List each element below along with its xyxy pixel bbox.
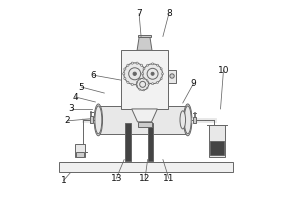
- Ellipse shape: [180, 111, 186, 129]
- Text: 3: 3: [69, 104, 74, 113]
- Circle shape: [123, 73, 125, 75]
- Circle shape: [161, 73, 164, 75]
- Ellipse shape: [184, 106, 191, 134]
- Circle shape: [136, 86, 138, 87]
- Circle shape: [145, 73, 147, 75]
- Bar: [137, 122, 152, 127]
- Circle shape: [143, 68, 146, 70]
- Circle shape: [157, 81, 158, 83]
- Circle shape: [136, 62, 138, 64]
- Text: 6: 6: [91, 71, 96, 80]
- Circle shape: [137, 78, 148, 90]
- Circle shape: [143, 77, 146, 80]
- Circle shape: [146, 80, 148, 81]
- Circle shape: [139, 78, 140, 80]
- Text: 2: 2: [65, 116, 70, 125]
- Circle shape: [136, 82, 138, 83]
- Text: 13: 13: [110, 174, 122, 183]
- Circle shape: [143, 78, 144, 79]
- Circle shape: [160, 68, 162, 70]
- Bar: [125, 123, 131, 161]
- Circle shape: [152, 63, 154, 65]
- Circle shape: [127, 81, 129, 83]
- Circle shape: [139, 89, 140, 90]
- Text: 4: 4: [73, 93, 78, 102]
- Polygon shape: [137, 37, 152, 50]
- Text: 10: 10: [218, 66, 229, 75]
- Bar: [74, 144, 86, 157]
- Text: 11: 11: [163, 174, 175, 183]
- Circle shape: [147, 64, 148, 66]
- Bar: [76, 152, 84, 157]
- Bar: [98, 106, 188, 134]
- Circle shape: [142, 73, 144, 75]
- Circle shape: [136, 83, 138, 86]
- Ellipse shape: [184, 104, 192, 136]
- Circle shape: [160, 78, 162, 80]
- Circle shape: [143, 78, 145, 80]
- Circle shape: [146, 87, 148, 89]
- Text: 1: 1: [61, 176, 67, 185]
- Circle shape: [124, 68, 126, 70]
- Bar: [138, 35, 151, 37]
- Text: 5: 5: [79, 83, 84, 92]
- Bar: [121, 50, 168, 109]
- Bar: [148, 123, 153, 161]
- Ellipse shape: [95, 106, 102, 134]
- Circle shape: [143, 89, 144, 91]
- Circle shape: [147, 81, 148, 83]
- Text: 8: 8: [166, 9, 172, 18]
- Circle shape: [143, 68, 145, 70]
- Circle shape: [148, 84, 149, 85]
- Circle shape: [140, 64, 142, 66]
- Text: 7: 7: [136, 9, 142, 18]
- Bar: [90, 116, 93, 123]
- Bar: [168, 70, 176, 83]
- Circle shape: [131, 83, 134, 86]
- Circle shape: [140, 81, 142, 83]
- Circle shape: [152, 83, 154, 85]
- Circle shape: [127, 64, 129, 66]
- Ellipse shape: [94, 104, 103, 136]
- Circle shape: [124, 77, 126, 80]
- Circle shape: [143, 64, 163, 84]
- Bar: [193, 117, 196, 123]
- Circle shape: [151, 72, 154, 75]
- Circle shape: [133, 72, 136, 75]
- Text: 9: 9: [191, 79, 197, 88]
- Circle shape: [157, 64, 158, 66]
- Circle shape: [170, 74, 174, 78]
- Circle shape: [124, 63, 146, 85]
- Bar: [58, 162, 233, 172]
- Polygon shape: [132, 109, 158, 122]
- Text: 12: 12: [139, 174, 151, 183]
- Circle shape: [131, 62, 134, 64]
- Bar: [210, 141, 224, 155]
- Bar: [208, 125, 226, 157]
